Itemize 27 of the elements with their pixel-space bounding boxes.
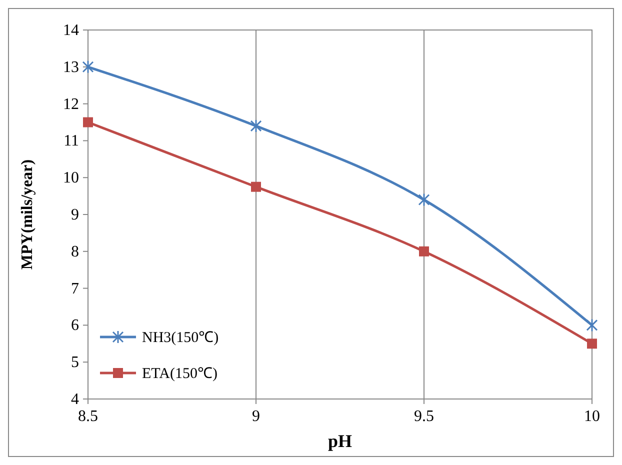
y-tick-label: 14 bbox=[63, 22, 79, 39]
point bbox=[587, 338, 597, 349]
y-tick-label: 8 bbox=[71, 243, 79, 260]
point bbox=[250, 119, 262, 133]
y-tick-label: 5 bbox=[71, 354, 79, 372]
y-tick-label: 10 bbox=[63, 170, 79, 187]
y-tick-label: 7 bbox=[71, 280, 79, 298]
point bbox=[419, 246, 429, 256]
y-tick-label: 9 bbox=[71, 206, 79, 224]
legend-label: NH3(150℃) bbox=[142, 330, 219, 346]
y-tick-label: 4 bbox=[71, 391, 79, 408]
legend-label: ETA(150℃) bbox=[142, 366, 218, 382]
point bbox=[82, 60, 94, 74]
x-tick-label: 9.5 bbox=[414, 408, 434, 425]
y-tick-label: 6 bbox=[71, 317, 79, 334]
x-axis-title: pH bbox=[328, 431, 352, 451]
point bbox=[251, 182, 261, 192]
point bbox=[83, 117, 93, 128]
point bbox=[586, 318, 598, 332]
y-tick-label: 12 bbox=[63, 96, 79, 113]
y-tick-label: 11 bbox=[64, 132, 79, 150]
x-tick-label: 8.5 bbox=[78, 408, 98, 425]
x-tick-label: 9 bbox=[252, 408, 260, 425]
y-tick-label: 13 bbox=[63, 58, 79, 76]
y-axis-title: MPY(mils/year) bbox=[19, 159, 36, 270]
point bbox=[418, 192, 430, 206]
x-tick-label: 10 bbox=[584, 408, 600, 425]
